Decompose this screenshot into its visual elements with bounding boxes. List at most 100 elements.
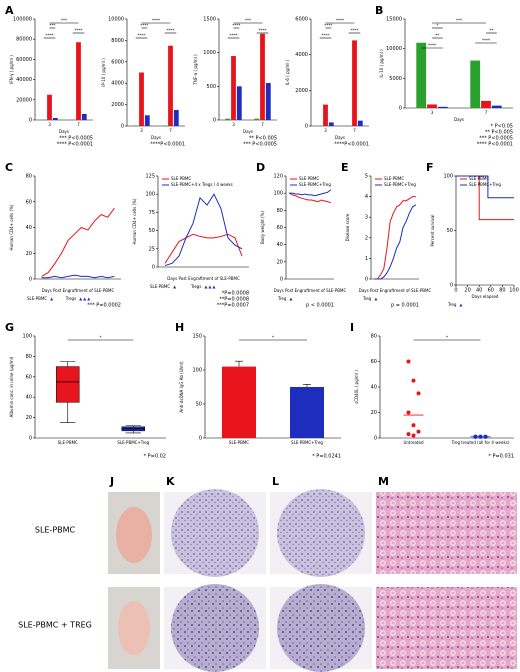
significance-label: ** [489, 28, 493, 33]
x-axis-label: Days elapsed [472, 294, 499, 299]
bar [133, 125, 139, 126]
y-axis-label: TNF-α ( pg/ml ) [193, 54, 198, 86]
legend-label: SLE-PBMC+4 x Tregs / 4 weeks [171, 182, 233, 187]
bar [47, 94, 52, 120]
y-tick-label: 0 [29, 277, 32, 283]
line [374, 196, 416, 280]
panel-label: L [272, 475, 279, 488]
x-tick-label: 3 [140, 128, 143, 133]
significance-label: *** [456, 18, 462, 23]
line [288, 192, 331, 204]
significance-label: **** [138, 33, 146, 38]
significance-label: **** [230, 33, 238, 38]
x-axis-label: Days Post Engraftment of SLE-PBMC [274, 288, 347, 293]
bar [260, 33, 265, 120]
y-tick-label: 60000 [16, 57, 32, 63]
event-marker [83, 297, 87, 301]
y-tick-label: 60 [26, 199, 32, 205]
y-tick-label: 40 [277, 242, 283, 248]
panel-label: F [426, 161, 434, 174]
y-tick-label: 20 [371, 410, 377, 416]
x-tick-label: 60 [488, 288, 494, 294]
point [411, 433, 416, 438]
y-axis-label: IP-10 ( pg/ml ) [101, 58, 106, 87]
bar [352, 40, 357, 126]
annotation: **** P<0.0001 [57, 142, 93, 148]
x-tick-label: 7 [169, 128, 172, 133]
x-tick-label: SLE-PBMC+Treg [291, 440, 323, 445]
x-tick-label: 7 [77, 122, 80, 127]
x-axis-label: Days Post Engraftment of SLE-PBMC [42, 288, 115, 293]
x-tick-label: 7 [261, 122, 264, 127]
bar [173, 109, 179, 126]
annotation: ****P<0.0001 [334, 142, 369, 148]
x-tick-label: 3 [324, 128, 327, 133]
legend-label: SLE-PBMC [299, 176, 319, 181]
panel-label: I [350, 321, 354, 334]
event-marker [374, 297, 378, 301]
annotation: ** P<0.005 [249, 136, 277, 142]
y-tick-label: 100000 [13, 17, 32, 23]
x-axis-label: Days Post Engraftment of SLE-PBMC [359, 288, 432, 293]
event-label: Treg [277, 296, 287, 301]
x-tick-label: 100 [509, 288, 519, 294]
bar [52, 117, 58, 120]
y-tick-label: 50 [196, 402, 202, 408]
y-tick-label: 6000 [111, 59, 124, 65]
point [411, 378, 416, 383]
annotation: *P=0.0008 [222, 291, 249, 297]
y-tick-label: 25 [149, 246, 155, 252]
legend-label: SLE-PBMC+Treg [384, 182, 416, 187]
y-tick-label: 0 [199, 436, 202, 442]
x-axis-label: Days [59, 129, 69, 134]
panel-label: K [166, 475, 175, 488]
y-tick-label: 20 [26, 251, 32, 257]
x-tick-label: 40 [476, 288, 482, 294]
bar [168, 45, 173, 126]
bar [139, 72, 144, 126]
event-marker [212, 285, 216, 289]
event-label: Tregs [190, 284, 202, 289]
y-tick-label: 20 [277, 259, 283, 265]
bar [222, 366, 256, 438]
significance-label: **** [428, 43, 436, 48]
error-bar [303, 383, 311, 387]
bar [437, 106, 448, 108]
bar [81, 113, 87, 120]
tissue-section [171, 584, 259, 672]
significance-label: * [100, 335, 102, 340]
annotation: p < 0.0001 [306, 303, 334, 309]
event-label: Treg [447, 302, 457, 307]
y-axis-label: Albumin conc. in urine (µg/ml) [9, 356, 14, 417]
y-tick-label: 2000 [295, 88, 308, 94]
line [164, 193, 243, 267]
panel-label: D [256, 161, 265, 174]
significance-label: **** [482, 38, 490, 43]
event-marker [289, 297, 293, 301]
annotation: **P=0.0008 [219, 297, 249, 303]
bar [144, 115, 150, 126]
x-tick-label: SLE-PBMC [58, 440, 78, 445]
tissue-section [171, 489, 259, 577]
x-axis-label: Days [243, 129, 253, 134]
tissue-section [277, 584, 365, 672]
panel-label: B [375, 4, 383, 17]
significance-label: **** [324, 23, 332, 28]
y-tick-label: 15000 [386, 17, 402, 23]
line [289, 189, 332, 197]
y-tick-label: 60 [371, 359, 377, 365]
y-tick-label: 100 [22, 334, 32, 340]
y-axis-label: Anti-dsDNA IgG Ab (U/ml) [179, 361, 184, 413]
legend-label: SLE-PBMC+Treg [299, 182, 331, 187]
y-tick-label: 0 [213, 118, 216, 124]
annotation: ***P=0.0007 [217, 303, 249, 309]
point [406, 432, 411, 437]
significance-label: **** [351, 28, 359, 33]
event-marker [87, 297, 91, 301]
y-tick-label: 100 [192, 368, 202, 374]
point [411, 423, 416, 428]
y-tick-label: 4 [365, 194, 368, 200]
bar [328, 122, 334, 126]
significance-label: **** [259, 28, 267, 33]
y-tick-label: 40 [371, 385, 377, 391]
